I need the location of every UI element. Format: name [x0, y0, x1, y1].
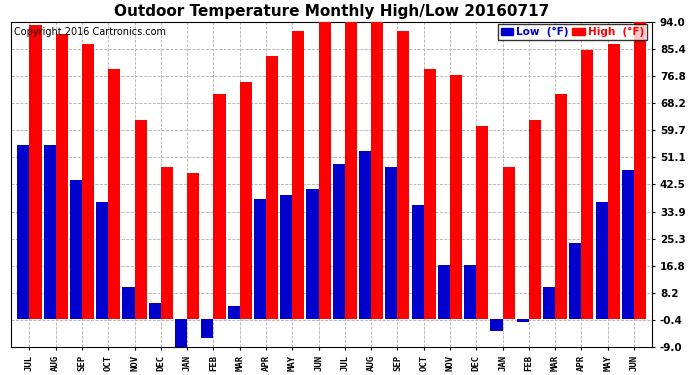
Text: Copyright 2016 Cartronics.com: Copyright 2016 Cartronics.com [14, 27, 166, 37]
Bar [306, 189, 319, 319]
Bar [96, 202, 108, 319]
Bar [464, 265, 476, 319]
Bar [201, 319, 213, 338]
Bar [254, 199, 266, 319]
Bar [450, 75, 462, 319]
Bar [502, 167, 515, 319]
Bar [149, 303, 161, 319]
Bar [529, 120, 541, 319]
Bar [293, 31, 304, 319]
Legend: Low  (°F), High  (°F): Low (°F), High (°F) [497, 24, 647, 40]
Bar [239, 82, 252, 319]
Title: Outdoor Temperature Monthly High/Low 20160717: Outdoor Temperature Monthly High/Low 201… [114, 4, 549, 19]
Bar [135, 120, 147, 319]
Bar [438, 265, 450, 319]
Bar [56, 34, 68, 319]
Bar [569, 243, 582, 319]
Bar [82, 44, 94, 319]
Bar [187, 173, 199, 319]
Bar [608, 44, 620, 319]
Bar [161, 167, 173, 319]
Bar [345, 22, 357, 319]
Bar [595, 202, 608, 319]
Bar [30, 25, 41, 319]
Bar [555, 94, 567, 319]
Bar [266, 57, 278, 319]
Bar [70, 180, 82, 319]
Bar [228, 306, 239, 319]
Bar [123, 287, 135, 319]
Bar [108, 69, 120, 319]
Bar [280, 195, 293, 319]
Bar [397, 31, 409, 319]
Bar [359, 151, 371, 319]
Bar [634, 22, 646, 319]
Bar [333, 164, 345, 319]
Bar [43, 145, 56, 319]
Bar [543, 287, 555, 319]
Bar [517, 319, 529, 322]
Bar [385, 167, 397, 319]
Bar [622, 170, 634, 319]
Bar [175, 319, 187, 347]
Bar [491, 319, 502, 331]
Bar [371, 22, 383, 319]
Bar [319, 22, 331, 319]
Bar [412, 205, 424, 319]
Bar [17, 145, 30, 319]
Bar [476, 126, 489, 319]
Bar [424, 69, 436, 319]
Bar [582, 50, 593, 319]
Bar [213, 94, 226, 319]
